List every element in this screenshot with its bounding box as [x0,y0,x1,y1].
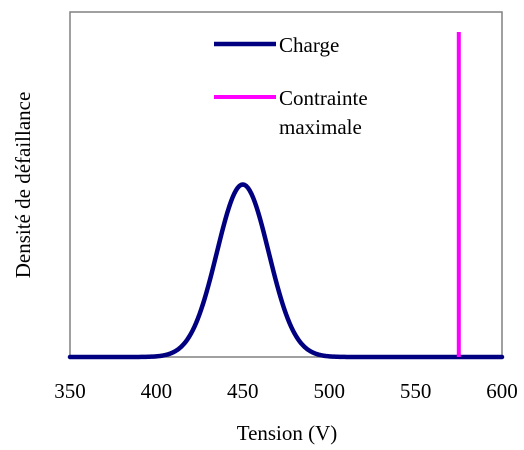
x-tick-label: 400 [141,379,173,403]
legend-label-line-2: maximale [279,115,362,139]
legend: Charge Contrainte maximale [214,33,373,139]
x-tick-label: 500 [313,379,345,403]
legend-label-charge: Charge [279,33,339,57]
series-line-charge [67,182,505,360]
x-axis-title: Tension (V) [237,421,338,445]
x-tick-label: 450 [227,379,259,403]
plot-area-frame [69,11,503,358]
x-axis-ticks: 350 400 450 500 550 600 [54,379,518,403]
x-tick-label: 600 [486,379,518,403]
legend-label-contrainte-maximale: Contrainte maximale [279,86,373,139]
y-axis-title: Densité de défaillance [11,92,35,279]
x-tick-label: 350 [54,379,86,403]
legend-label-line-1: Contrainte [279,86,368,110]
x-tick-label: 550 [400,379,432,403]
